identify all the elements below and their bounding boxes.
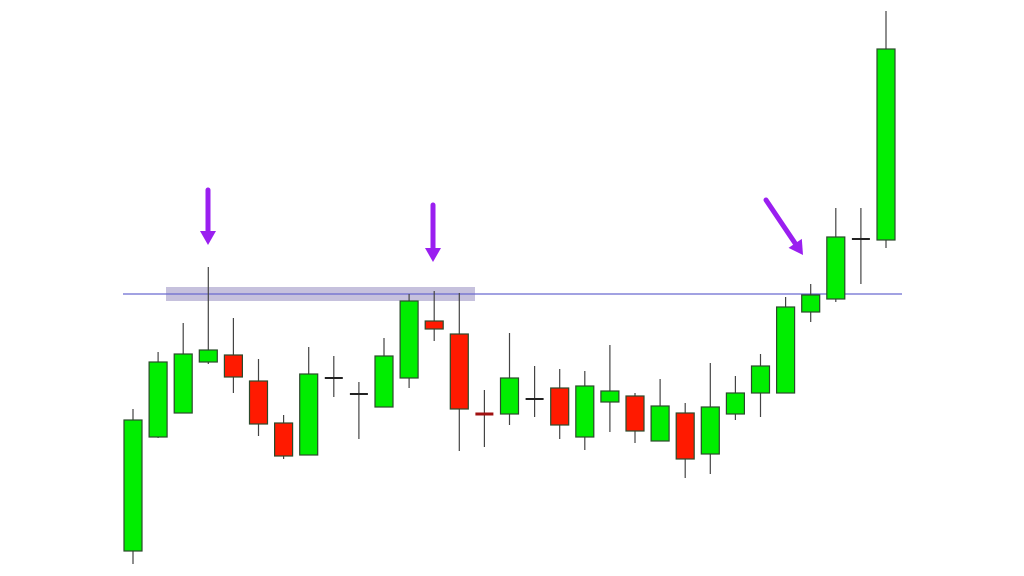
candle-body — [499, 377, 520, 415]
arrow-head — [788, 238, 803, 255]
candle-body — [248, 380, 269, 425]
candle-body — [876, 48, 896, 241]
candle — [725, 376, 746, 420]
candle-body — [299, 373, 319, 456]
candle — [248, 359, 269, 436]
candle-body — [750, 365, 771, 394]
down-arrow-icon — [763, 197, 803, 255]
candle-body — [173, 353, 193, 414]
candle — [750, 354, 771, 417]
candle — [700, 363, 720, 474]
candle — [349, 382, 368, 439]
candle — [575, 371, 595, 450]
candle — [173, 323, 193, 414]
candle-body — [424, 320, 444, 330]
candle — [424, 291, 444, 341]
candle-body — [274, 422, 294, 457]
candle — [148, 352, 168, 438]
candle — [625, 393, 645, 443]
candle — [223, 318, 243, 393]
candle-body — [374, 355, 394, 408]
candle — [525, 366, 544, 417]
candle — [274, 415, 294, 459]
candle — [550, 369, 570, 439]
candle — [123, 409, 143, 564]
candle-body — [600, 390, 620, 403]
candle — [876, 11, 896, 248]
candle-body — [775, 306, 796, 394]
candle — [475, 390, 494, 447]
down-arrow-icon — [200, 187, 216, 245]
candle-body — [650, 405, 670, 442]
candle — [449, 293, 469, 451]
candle — [826, 208, 846, 302]
candle-body — [675, 412, 695, 460]
candle — [801, 284, 821, 322]
candle — [198, 267, 218, 364]
arrow-head — [425, 248, 441, 262]
candle-body — [449, 333, 469, 410]
candle-body — [625, 395, 645, 432]
candle — [399, 294, 419, 388]
candle-body — [550, 387, 570, 426]
down-arrow-icon — [425, 202, 441, 262]
candle — [299, 347, 319, 456]
candle-body — [700, 406, 720, 455]
candle — [851, 208, 870, 284]
arrow-head — [200, 231, 216, 245]
candle — [600, 345, 620, 432]
candle-body — [198, 349, 218, 363]
candle — [775, 297, 796, 394]
candle-body — [223, 354, 243, 378]
candle-body — [123, 419, 143, 552]
candle-body — [148, 361, 168, 438]
candle — [374, 338, 394, 408]
candle — [324, 356, 343, 397]
arrow-shaft — [763, 197, 798, 246]
candle-body — [801, 294, 821, 313]
candle-body — [826, 236, 846, 300]
candle — [650, 379, 670, 442]
candle-body — [725, 392, 746, 415]
candle-body — [399, 300, 419, 379]
candle — [675, 403, 695, 478]
candle-body — [575, 385, 595, 438]
candle — [499, 333, 520, 425]
